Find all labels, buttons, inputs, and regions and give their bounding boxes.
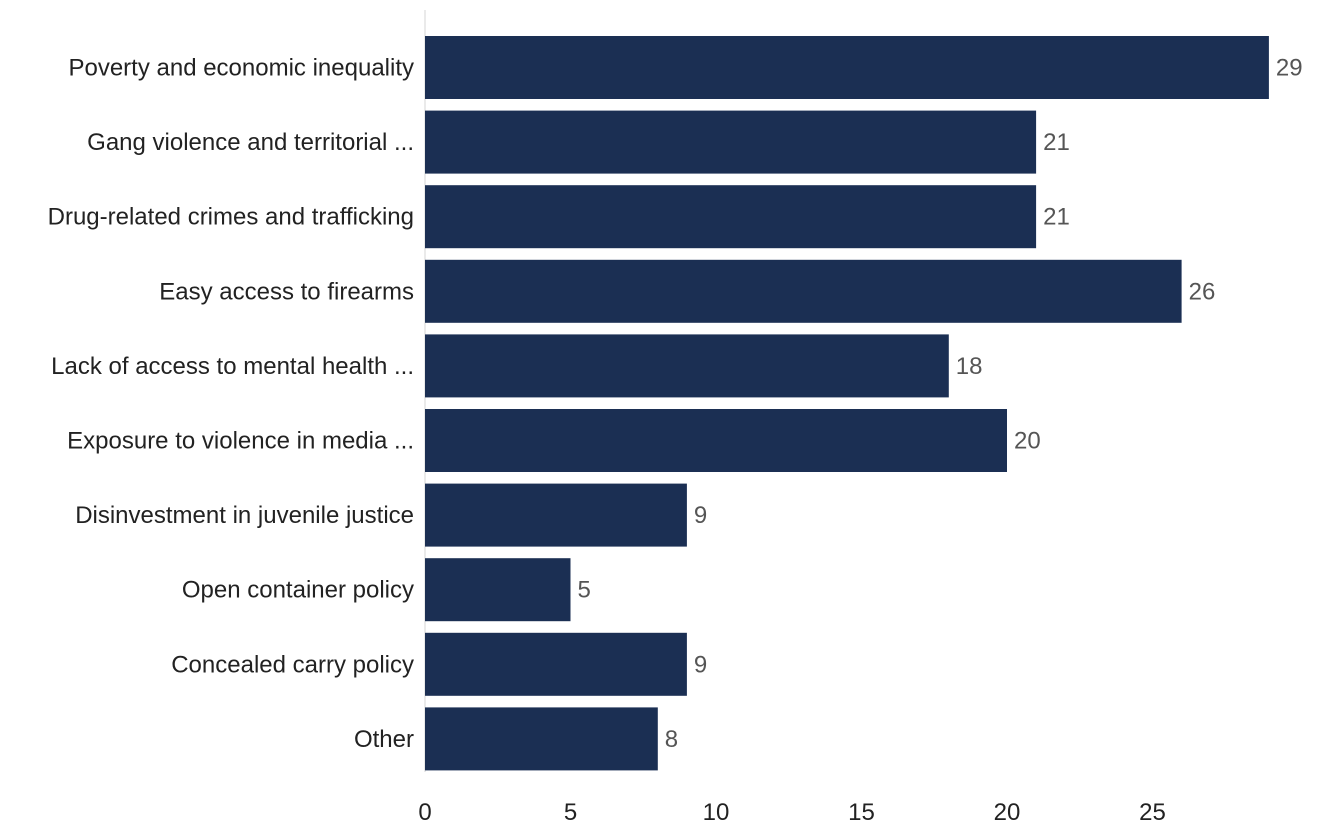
x-tick-label-4: 20 bbox=[994, 799, 1021, 826]
value-label-6: 9 bbox=[694, 502, 707, 529]
value-label-0: 29 bbox=[1276, 55, 1303, 82]
value-label-2: 21 bbox=[1043, 204, 1070, 231]
bar-5 bbox=[425, 409, 1007, 472]
category-label-1: Gang violence and territorial ... bbox=[87, 129, 414, 156]
category-label-6: Disinvestment in juvenile justice bbox=[75, 502, 414, 529]
bars-layer bbox=[425, 36, 1269, 771]
bar-6 bbox=[425, 483, 687, 547]
bar-1 bbox=[425, 110, 1037, 174]
category-label-4: Lack of access to mental health ... bbox=[51, 353, 414, 380]
bar-9 bbox=[425, 707, 658, 771]
bar-2 bbox=[425, 185, 1037, 249]
bar-7 bbox=[425, 558, 571, 622]
bar-4 bbox=[425, 334, 949, 398]
x-axis-ticks: 0 5 10 15 20 25 bbox=[418, 799, 1166, 826]
x-tick-label-3: 15 bbox=[848, 799, 875, 826]
category-label-0: Poverty and economic inequality bbox=[68, 55, 414, 82]
value-label-9: 8 bbox=[665, 726, 678, 753]
x-tick-label-5: 25 bbox=[1139, 799, 1166, 826]
category-label-5: Exposure to violence in media ... bbox=[67, 428, 414, 455]
category-label-3: Easy access to firearms bbox=[159, 278, 414, 305]
value-label-5: 20 bbox=[1014, 428, 1041, 455]
bar-8 bbox=[425, 632, 687, 696]
bar-3 bbox=[425, 259, 1182, 323]
category-labels: Poverty and economic inequality Gang viol… bbox=[48, 55, 414, 753]
value-label-1: 21 bbox=[1043, 129, 1070, 156]
category-label-8: Concealed carry policy bbox=[171, 651, 414, 678]
value-label-3: 26 bbox=[1189, 278, 1216, 305]
x-tick-label-2: 10 bbox=[703, 799, 730, 826]
category-label-9: Other bbox=[354, 726, 414, 753]
x-tick-label-1: 5 bbox=[564, 799, 577, 826]
x-tick-label-0: 0 bbox=[418, 799, 431, 826]
category-label-7: Open container policy bbox=[182, 577, 414, 604]
value-label-7: 5 bbox=[578, 577, 591, 604]
value-label-4: 18 bbox=[956, 353, 983, 380]
bar-0 bbox=[425, 36, 1269, 99]
value-label-8: 9 bbox=[694, 651, 707, 678]
category-label-2: Drug-related crimes and trafficking bbox=[48, 204, 414, 231]
value-labels: 29 21 21 26 18 20 9 5 9 8 bbox=[578, 55, 1303, 753]
